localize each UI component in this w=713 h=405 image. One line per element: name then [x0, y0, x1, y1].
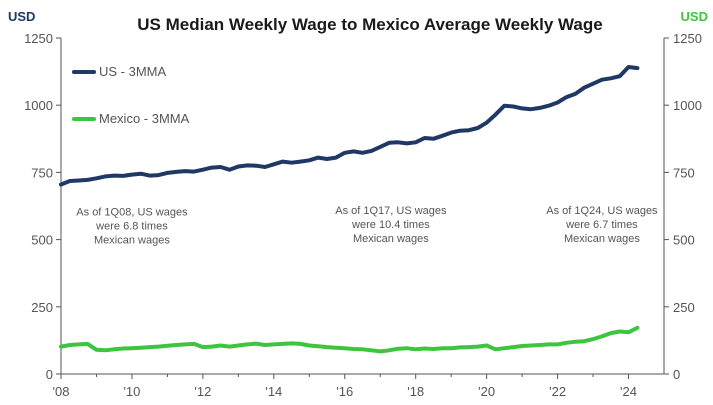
annotation-1-line-1: As of 1Q08, US wages [76, 206, 188, 218]
left-tick-label: 750 [31, 165, 53, 180]
chart-title: US Median Weekly Wage to Mexico Average … [137, 15, 602, 34]
annotation-1-line-2: were 6.8 times [95, 220, 168, 232]
right-tick-label: 250 [673, 300, 695, 315]
left-tick-label: 1000 [24, 98, 53, 113]
us-series-line [59, 65, 640, 187]
annotation-3-line-1: As of 1Q24, US wages [546, 205, 658, 217]
right-tick-label: 750 [673, 165, 695, 180]
left-axis-unit: USD [8, 9, 35, 24]
right-tick-label: 0 [673, 367, 680, 382]
annotation-3-line-3: Mexican wages [564, 233, 640, 245]
right-tick-label: 1000 [673, 98, 702, 113]
left-y-axis: 0 250 500 750 1000 1250 [24, 31, 61, 382]
annotation-2-line-1: As of 1Q17, US wages [335, 205, 447, 217]
annotation-2-line-2: were 10.4 times [351, 219, 430, 231]
x-tick-label: '18 [407, 384, 424, 399]
left-tick-label: 250 [31, 300, 53, 315]
series-layer [59, 65, 640, 354]
left-tick-label: 1250 [24, 31, 53, 46]
legend: US - 3MMA Mexico - 3MMA [72, 64, 190, 126]
x-tick-label: '12 [194, 384, 211, 399]
right-tick-label: 500 [673, 233, 695, 248]
legend-label-mexico: Mexico - 3MMA [99, 111, 190, 126]
x-axis: '08 '10 '12 '14 '16 '18 '20 '22 '24 [53, 374, 637, 399]
x-tick-label: '20 [478, 384, 495, 399]
right-axis-unit: USD [681, 9, 708, 24]
annotation-3-line-2: were 6.7 times [565, 219, 638, 231]
right-tick-label: 1250 [673, 31, 702, 46]
x-tick-label: '22 [549, 384, 566, 399]
annotation-1-line-3: Mexican wages [94, 234, 170, 246]
left-tick-label: 500 [31, 233, 53, 248]
mexico-series-line [59, 325, 640, 354]
x-tick-label: '14 [265, 384, 282, 399]
left-tick-label: 0 [46, 367, 53, 382]
x-tick-label: '16 [336, 384, 353, 399]
annotation-2-line-3: Mexican wages [353, 233, 429, 245]
x-tick-label: '24 [620, 384, 637, 399]
right-y-axis: 0 250 500 750 1000 1250 [664, 31, 702, 382]
x-tick-label: '10 [123, 384, 140, 399]
legend-label-us: US - 3MMA [99, 64, 167, 79]
annotations: As of 1Q08, US wages were 6.8 times Mexica… [76, 205, 658, 246]
x-tick-label: '08 [53, 384, 70, 399]
